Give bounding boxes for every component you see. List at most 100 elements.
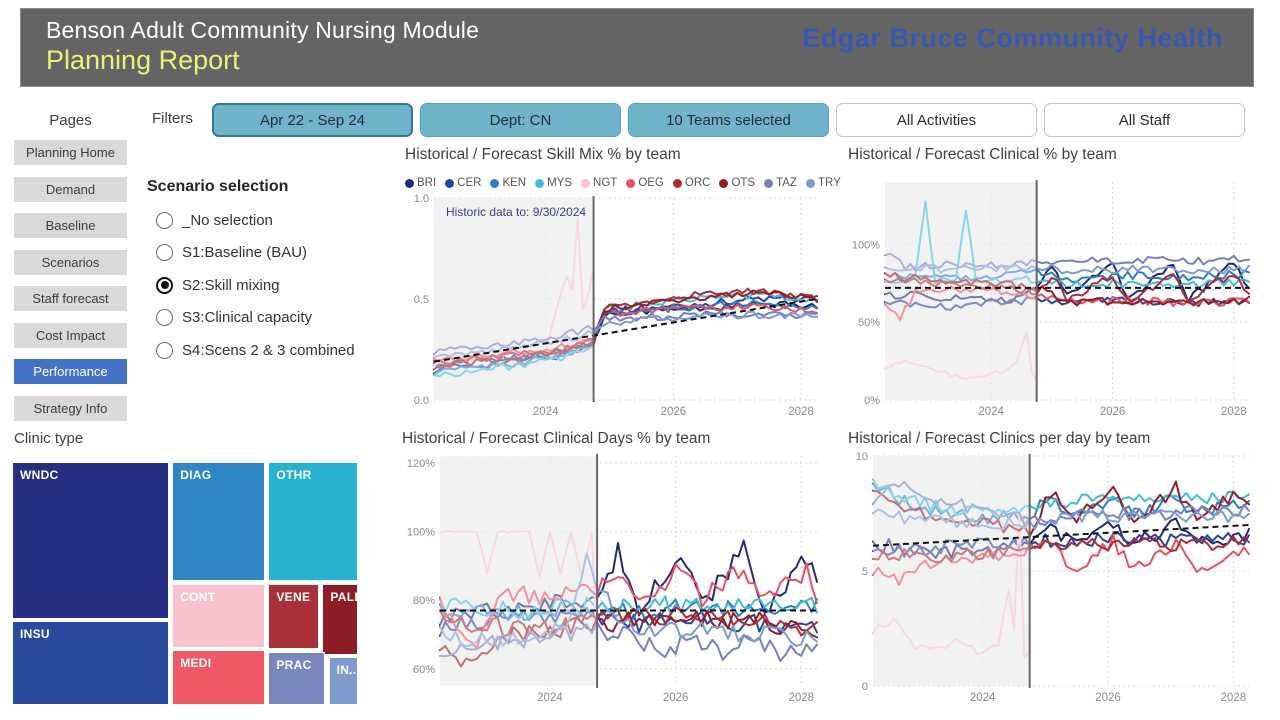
radio-option-s2-skill-mixing[interactable]: S2:Skill mixing — [156, 274, 280, 296]
treemap-block-in[interactable]: IN... — [328, 657, 361, 705]
series-line-taz — [433, 310, 818, 356]
legend-item-ngt[interactable]: NGT — [581, 177, 617, 189]
report-header: Benson Adult Community Nursing Module Pl… — [20, 8, 1254, 87]
legend-item-bri[interactable]: BRI — [405, 177, 436, 189]
clinic-type-treemap: WNDC INSU DIAG CONT MEDI OTHR VENE PALI PRAC IN..… — [12, 462, 361, 705]
radio-option-no-selection[interactable]: _No selection — [156, 209, 273, 231]
filter-button-row: Apr 22 - Sep 24 Dept: CN 10 Teams selected… — [212, 103, 1245, 137]
legend-label: ORC — [684, 177, 711, 189]
legend-item-cer[interactable]: CER — [445, 177, 481, 189]
treemap-block-prac[interactable]: PRAC — [268, 651, 326, 705]
sidebar-item-scenarios[interactable]: Scenarios — [14, 249, 127, 275]
report-title: Benson Adult Community Nursing Module — [46, 17, 480, 43]
y-tick-label: 5 — [862, 566, 868, 578]
sidebar-item-performance[interactable]: Performance — [14, 359, 127, 384]
treemap-label: PALI — [330, 589, 359, 604]
legend-dot-icon — [581, 178, 591, 188]
radio-option-s3-clinical-capacity[interactable]: S3:Clinical capacity — [156, 307, 312, 329]
legend-dot-icon — [535, 178, 545, 188]
y-tick-label: 10 — [856, 451, 868, 463]
legend-dot-icon — [805, 178, 815, 188]
radio-option-s4-scens-2-3-combined[interactable]: S4:Scens 2 & 3 combined — [156, 339, 355, 361]
legend-item-ken[interactable]: KEN — [490, 177, 526, 189]
chart-title-skill-mix: Historical / Forecast Skill Mix % by tea… — [405, 146, 681, 163]
series-line-ngt — [884, 331, 1038, 382]
radio-unselected-icon[interactable] — [156, 211, 173, 229]
y-tick-label: 0.0 — [414, 395, 429, 407]
sidebar-item-cost-impact[interactable]: Cost Impact — [14, 322, 127, 348]
legend-dot-icon — [490, 178, 500, 188]
sidebar-item-demand[interactable]: Demand — [14, 176, 127, 202]
series-line-oeg — [439, 562, 818, 649]
legend-item-oeg[interactable]: OEG — [626, 177, 664, 189]
organisation-title: Edgar Bruce Community Health — [802, 23, 1223, 53]
legend-dot-icon — [626, 178, 636, 188]
filter-all-staff[interactable]: All Staff — [1044, 103, 1245, 137]
legend-label: NGT — [593, 177, 618, 189]
filter-all-activities[interactable]: All Activities — [836, 103, 1037, 137]
treemap-label: PRAC — [276, 657, 312, 672]
treemap-label: IN... — [336, 663, 361, 678]
treemap-block-medi[interactable]: MEDI — [172, 650, 266, 705]
legend-item-taz[interactable]: TAZ — [764, 177, 797, 189]
treemap-block-insu[interactable]: INSU — [12, 621, 170, 705]
team-legend: BRI CER KEN MYS NGT OEG ORC OTS TAZ TRY — [405, 177, 841, 189]
y-tick-label: 50% — [858, 317, 880, 329]
treemap-block-diag[interactable]: DIAG — [172, 462, 266, 582]
series-line-ots — [433, 289, 818, 371]
series-line-cer — [433, 295, 818, 369]
legend-dot-icon — [764, 178, 774, 188]
y-tick-label: 0% — [864, 395, 880, 407]
x-tick-label: 2026 — [1100, 406, 1126, 418]
series-line-try — [884, 263, 1250, 275]
x-tick-label: 2024 — [533, 406, 559, 418]
radio-unselected-icon[interactable] — [156, 244, 173, 261]
legend-item-ots[interactable]: OTS — [719, 177, 755, 189]
x-tick-label: 2026 — [663, 692, 689, 704]
x-tick-label: 2024 — [970, 692, 996, 704]
treemap-block-cont[interactable]: CONT — [172, 583, 266, 648]
series-line-try — [433, 310, 818, 359]
filter-apr-22-sep-24[interactable]: Apr 22 - Sep 24 — [212, 103, 413, 137]
x-tick-label: 2024 — [978, 406, 1004, 418]
legend-dot-icon — [672, 178, 682, 188]
sidebar-item-baseline[interactable]: Baseline — [14, 213, 127, 238]
treemap-label: OTHR — [276, 468, 312, 482]
x-tick-label: 2026 — [661, 406, 687, 418]
radio-option-s1-baseline-bau[interactable]: S1:Baseline (BAU) — [156, 242, 307, 264]
legend-item-mys[interactable]: MYS — [535, 177, 572, 189]
filter-10-teams-selected[interactable]: 10 Teams selected — [628, 103, 829, 137]
report-subtitle: Planning Report — [46, 45, 240, 75]
chart-title-clinics-per-day: Historical / Forecast Clinics per day by… — [848, 430, 1151, 447]
series-line-ngt — [872, 510, 1031, 659]
radio-label: S3:Clinical capacity — [182, 309, 313, 326]
radio-unselected-icon[interactable] — [156, 309, 173, 326]
legend-label: BRI — [417, 177, 437, 189]
clinic-type-title: Clinic type — [14, 430, 84, 447]
series-line-cer — [872, 532, 1250, 558]
legend-item-try[interactable]: TRY — [805, 177, 841, 189]
series-line-oeg — [872, 533, 1250, 586]
x-tick-label: 2028 — [1221, 692, 1247, 704]
series-line-oeg — [433, 302, 818, 363]
series-line-cer — [439, 609, 818, 638]
chart-canvas-0: 0.0 0.5 1.0 2024 2026 2028 Historic data to: 9… — [414, 193, 818, 418]
legend-label: TAZ — [776, 177, 797, 189]
legend-label: TRY — [817, 177, 841, 189]
treemap-block-othr[interactable]: OTHR — [268, 462, 358, 582]
sidebar-item-strategy-info[interactable]: Strategy Info — [14, 395, 127, 421]
treemap-block-vene[interactable]: VENE — [268, 583, 320, 650]
sidebar-item-planning-home[interactable]: Planning Home — [14, 140, 127, 165]
legend-item-orc[interactable]: ORC — [672, 177, 711, 189]
radio-unselected-icon[interactable] — [156, 341, 173, 359]
treemap-block-pali[interactable]: PALI — [322, 583, 359, 655]
treemap-block-wndc[interactable]: WNDC — [12, 462, 170, 619]
y-tick-label: 0.5 — [414, 294, 429, 306]
series-line-mys — [439, 595, 818, 620]
sidebar-item-staff-forecast[interactable]: Staff forecast — [14, 286, 127, 311]
radio-selected-icon[interactable] — [156, 276, 173, 294]
x-tick-label: 2028 — [788, 406, 814, 418]
filter-dept-cn[interactable]: Dept: CN — [420, 103, 621, 137]
chart-clinics-per-day: 0 5 10 2024 2026 2028 — [845, 450, 1257, 706]
radio-label: S2:Skill mixing — [182, 276, 280, 294]
